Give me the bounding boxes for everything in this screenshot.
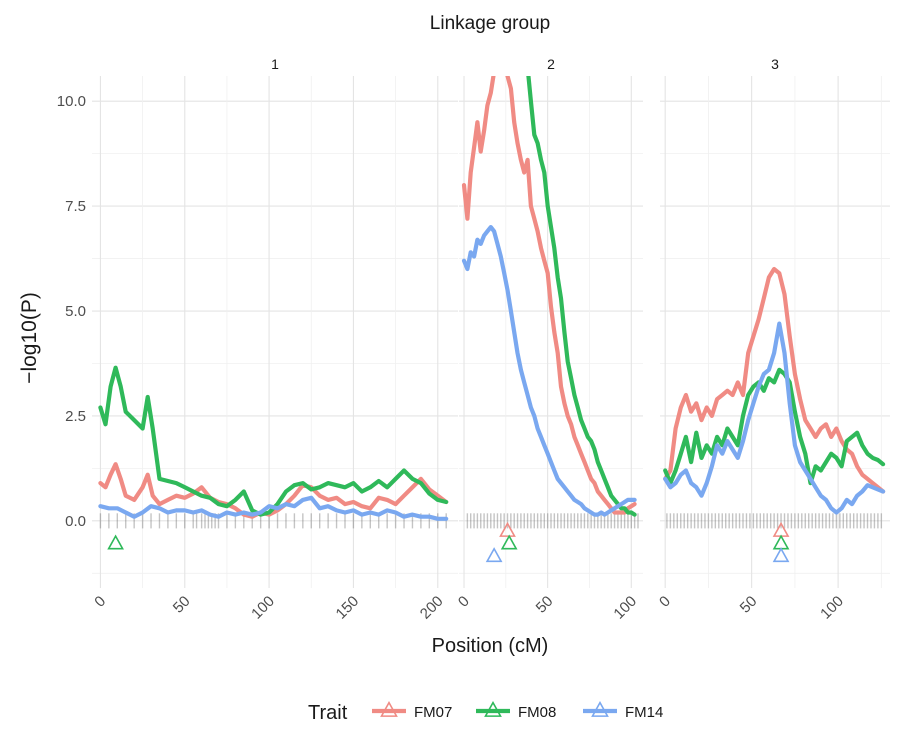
series-line-fm14	[98, 495, 449, 521]
x-tick-label: 50	[170, 593, 194, 617]
panel-3: 3 0 50 100	[656, 56, 890, 623]
series-line-fm14	[663, 321, 886, 515]
series-lines	[663, 266, 886, 515]
panels: 1 0 50 100 150 200 2 0 50 100 3 0 50 100	[91, 56, 890, 623]
chart-title: Linkage group	[430, 13, 550, 34]
y-tick-label: 10.0	[57, 93, 86, 110]
panel-strip-label: 1	[271, 56, 279, 72]
x-tick-label: 200	[417, 593, 447, 623]
x-tick-label: 0	[656, 593, 674, 611]
x-tick-label: 100	[817, 593, 847, 623]
x-tick-label: 50	[533, 593, 557, 617]
series-line-fm08	[663, 367, 886, 486]
legend-label-fm07: FM07	[414, 704, 452, 721]
peak-marker-fm08	[500, 534, 518, 550]
panel-2: 2 0 50 100	[455, 56, 643, 623]
y-tick-label: 7.5	[65, 198, 86, 215]
panel-strip-label: 3	[771, 56, 779, 72]
x-tick-label: 100	[610, 593, 640, 623]
x-tick-label: 50	[737, 593, 761, 617]
y-tick-label: 0.0	[65, 513, 86, 530]
x-tick-label: 0	[455, 593, 473, 611]
y-tick-label: 5.0	[65, 303, 86, 320]
legend-label-fm08: FM08	[518, 704, 556, 721]
x-tick-label: 150	[333, 593, 363, 623]
peak-marker-fm08	[107, 534, 124, 550]
legend-key-triangle	[484, 700, 502, 717]
y-tick-label: 2.5	[65, 408, 86, 425]
y-axis: 0.0 2.5 5.0 7.5 10.0	[57, 93, 86, 530]
panel-strip-label: 2	[547, 56, 555, 72]
series-line-fm08	[526, 76, 637, 517]
legend: Trait FM07 FM08 FM14	[308, 700, 663, 724]
x-axis-title: Position (cM)	[432, 635, 549, 657]
peak-marker-fm14	[485, 547, 503, 563]
peak-marker-fm07	[499, 521, 516, 537]
series-lines	[98, 365, 449, 521]
peak-marker-fm08	[772, 534, 790, 550]
x-tick-label: 0	[91, 593, 109, 611]
legend-label-fm14: FM14	[625, 704, 663, 721]
peak-marker-fm14	[772, 547, 790, 563]
panel-1: 1 0 50 100 150 200	[91, 56, 458, 623]
series-lines	[461, 76, 637, 517]
legend-key-triangle	[591, 700, 609, 717]
x-tick-label: 100	[248, 593, 278, 623]
y-axis-title: −log10(P)	[18, 292, 41, 384]
series-line-fm07	[461, 76, 637, 515]
legend-title: Trait	[308, 702, 348, 724]
legend-key-triangle	[380, 700, 398, 717]
series-line-fm14	[461, 225, 637, 517]
